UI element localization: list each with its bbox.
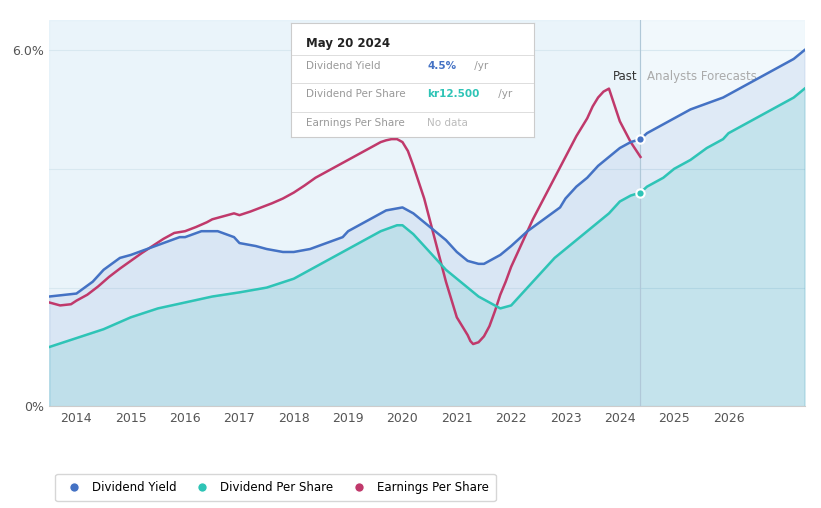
Text: No data: No data [427, 118, 468, 128]
Bar [49, 20, 640, 406]
Text: Analysts Forecasts: Analysts Forecasts [647, 70, 757, 83]
Text: Dividend Per Share: Dividend Per Share [306, 89, 406, 99]
Text: kr12.500: kr12.500 [427, 89, 479, 99]
Text: 4.5%: 4.5% [427, 60, 456, 71]
Legend: Dividend Yield, Dividend Per Share, Earnings Per Share: Dividend Yield, Dividend Per Share, Earn… [55, 474, 496, 501]
Text: Earnings Per Share: Earnings Per Share [306, 118, 405, 128]
Text: May 20 2024: May 20 2024 [306, 37, 390, 50]
Text: Dividend Yield: Dividend Yield [306, 60, 380, 71]
Text: /yr: /yr [470, 60, 488, 71]
Text: /yr: /yr [495, 89, 512, 99]
Bar [640, 20, 805, 406]
Text: Past: Past [613, 70, 638, 83]
